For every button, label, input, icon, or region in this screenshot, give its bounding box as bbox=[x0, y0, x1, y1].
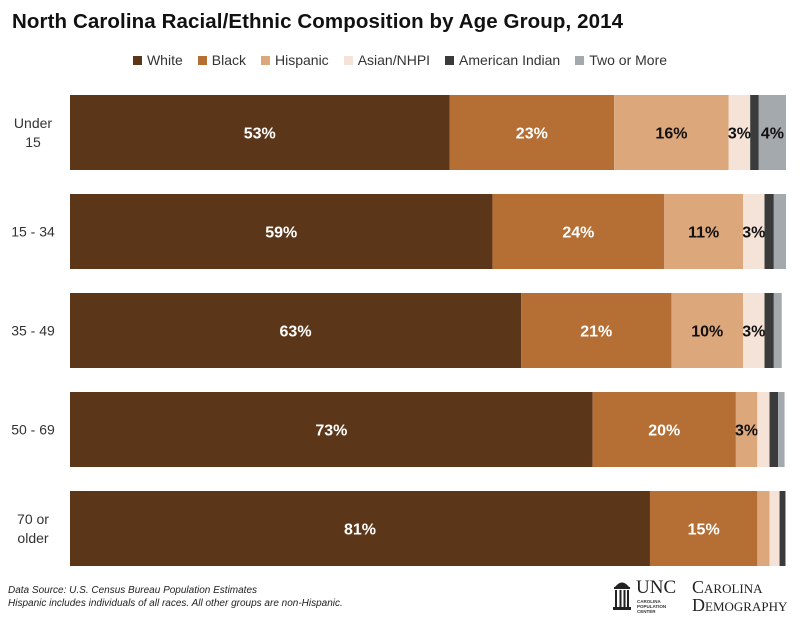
bar-hispanic-35-49 bbox=[671, 293, 744, 368]
legend-item-black: Black bbox=[197, 52, 246, 68]
bar-american-indian-70-or-older bbox=[779, 491, 786, 566]
data-source-note: Data Source: U.S. Census Bureau Populati… bbox=[8, 585, 258, 596]
bar-asian-nhpi-50-69 bbox=[757, 392, 770, 467]
data-label-black-50-69: 20% bbox=[648, 423, 680, 440]
bar-two-or-more-50-69 bbox=[778, 392, 785, 467]
bar-hispanic-15-34 bbox=[664, 194, 744, 269]
bar-white-under-15 bbox=[70, 95, 450, 170]
bar-asian-nhpi-70-or-older bbox=[769, 491, 780, 566]
data-label-white-70-or-older: 81% bbox=[344, 522, 376, 539]
bar-hispanic-50-69 bbox=[735, 392, 758, 467]
bar-asian-nhpi-under-15 bbox=[728, 95, 751, 170]
bar-american-indian-under-15 bbox=[750, 95, 759, 170]
hispanic-note: Hispanic includes individuals of all rac… bbox=[8, 598, 343, 609]
legend-swatch bbox=[343, 55, 353, 65]
legend-swatch bbox=[445, 55, 455, 65]
bar-hispanic-under-15 bbox=[614, 95, 729, 170]
bar-white-35-49 bbox=[70, 293, 522, 368]
y-tick-label-under-15: Under 15 bbox=[13, 114, 53, 150]
bar-american-indian-35-49 bbox=[764, 293, 774, 368]
legend-swatch bbox=[132, 55, 142, 65]
bar-american-indian-50-69 bbox=[769, 392, 779, 467]
legend-label: Hispanic bbox=[274, 52, 329, 68]
legend-item-asian-nhpi: Asian/NHPI bbox=[343, 52, 431, 68]
legend-item-hispanic: Hispanic bbox=[260, 52, 329, 68]
chart-legend: White Black Hispanic Asian/NHPI American Ind… bbox=[0, 52, 800, 68]
legend-label: Asian/NHPI bbox=[357, 52, 431, 68]
bar-asian-nhpi-35-49 bbox=[743, 293, 765, 368]
legend-label: American Indian bbox=[459, 52, 561, 68]
data-label-asian-nhpi-35-49: 3% bbox=[742, 324, 765, 341]
y-tick-label-50-69: 50 - 69 bbox=[11, 421, 55, 437]
logo-unc-text: UNC bbox=[636, 577, 677, 598]
bar-two-or-more-under-15 bbox=[758, 95, 786, 170]
old-well-icon bbox=[613, 582, 631, 610]
chart-title: North Carolina Racial/Ethnic Composition… bbox=[12, 10, 624, 33]
data-label-black-under-15: 23% bbox=[516, 126, 548, 143]
data-label-white-50-69: 73% bbox=[315, 423, 347, 440]
chart-footer: Data Source: U.S. Census Bureau Populati… bbox=[8, 584, 343, 610]
legend-label: Two or More bbox=[589, 52, 668, 68]
data-label-asian-nhpi-under-15: 3% bbox=[728, 126, 751, 143]
data-label-black-70-or-older: 15% bbox=[688, 522, 720, 539]
logo-carolina-text: Carolina bbox=[692, 577, 763, 597]
unc-carolina-demography-logo: UNC CAROLINA POPULATION CENTER Carolina … bbox=[612, 577, 797, 615]
data-label-hispanic-35-49: 10% bbox=[691, 324, 723, 341]
legend-label: White bbox=[146, 52, 183, 68]
bar-black-under-15 bbox=[449, 95, 615, 170]
data-label-asian-nhpi-15-34: 3% bbox=[742, 225, 765, 242]
legend-item-american-indian: American Indian bbox=[445, 52, 560, 68]
legend-swatch bbox=[197, 55, 207, 65]
logo-sub-line: CENTER bbox=[637, 609, 656, 614]
bar-asian-nhpi-15-34 bbox=[743, 194, 765, 269]
data-label-hispanic-50-69: 3% bbox=[735, 423, 758, 440]
legend-item-two-or-more: Two or More bbox=[575, 52, 667, 68]
data-label-black-15-34: 24% bbox=[562, 225, 594, 242]
bar-white-15-34 bbox=[70, 194, 493, 269]
bar-black-70-or-older bbox=[649, 491, 758, 566]
legend-label: Black bbox=[211, 52, 246, 68]
bar-hispanic-70-or-older bbox=[757, 491, 770, 566]
data-label-hispanic-under-15: 16% bbox=[655, 126, 687, 143]
bar-white-70-or-older bbox=[70, 491, 650, 566]
data-label-white-15-34: 59% bbox=[265, 225, 297, 242]
logo-demography-text: Demography bbox=[692, 595, 788, 615]
y-tick-label-70-or-older: 70 or older bbox=[17, 510, 49, 546]
bar-two-or-more-15-34 bbox=[773, 194, 786, 269]
data-label-black-35-49: 21% bbox=[580, 324, 612, 341]
bar-two-or-more-35-49 bbox=[773, 293, 782, 368]
bar-black-50-69 bbox=[592, 392, 736, 467]
data-label-white-35-49: 63% bbox=[280, 324, 312, 341]
bar-american-indian-15-34 bbox=[764, 194, 774, 269]
y-tick-label-35-49: 35 - 49 bbox=[11, 322, 55, 338]
logo-sub-line: POPULATION bbox=[637, 604, 667, 609]
logo-population-center-text: CAROLINA POPULATION CENTER bbox=[637, 599, 666, 614]
data-label-hispanic-15-34: 11% bbox=[688, 225, 719, 242]
bar-two-or-more-70-or-older bbox=[785, 491, 786, 566]
data-label-two-or-more-under-15: 4% bbox=[761, 126, 784, 143]
bar-black-35-49 bbox=[521, 293, 672, 368]
legend-item-white: White bbox=[132, 52, 183, 68]
legend-swatch bbox=[575, 55, 585, 65]
bar-white-50-69 bbox=[70, 392, 593, 467]
legend-swatch bbox=[260, 55, 270, 65]
y-tick-label-15-34: 15 - 34 bbox=[11, 223, 55, 239]
logo-sub-line: CAROLINA bbox=[637, 599, 661, 604]
data-label-white-under-15: 53% bbox=[244, 126, 276, 143]
bar-black-15-34 bbox=[492, 194, 665, 269]
